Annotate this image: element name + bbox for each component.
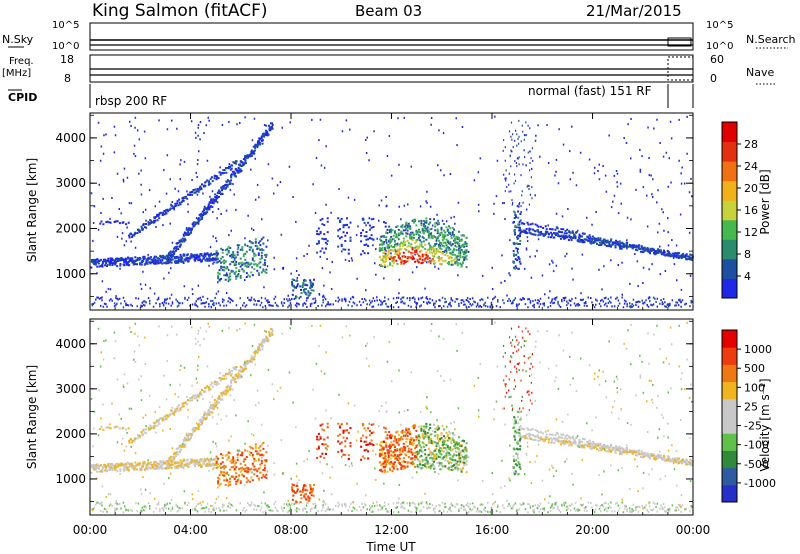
colorbar-tick-label: -100 [744, 439, 769, 452]
velocity-ylabel: Slant Range [km] [25, 365, 39, 469]
colorbar-segment [722, 239, 737, 260]
y-tick-label: 3000 [55, 382, 86, 396]
x-tick-label: 20:00 [575, 523, 610, 537]
colorbar-segment [722, 381, 737, 400]
colorbar-segment [722, 416, 737, 434]
colorbar-segment [722, 450, 737, 469]
velocity-colorbar: 1000 500 100 25 -25 -100 -500 -1000 [721, 329, 776, 503]
cpid-panel: CPID rbsp 200 RF normal (fast) 151 RF [8, 84, 694, 108]
power-ylabel: Slant Range [km] [25, 158, 39, 262]
power-y-ticks: 4000 3000 2000 1000 [55, 114, 693, 297]
colorbar-tick-label: -1000 [744, 477, 776, 490]
nsky-label: N.Sky [2, 33, 34, 46]
freq-tick-low: 8 [64, 72, 71, 85]
nsearch-tick-high: 10^5 [706, 20, 733, 31]
velocity-y-ticks: 4000 3000 2000 1000 [55, 320, 693, 502]
colorbar-segment [722, 122, 737, 143]
colorbar-segment [722, 258, 737, 279]
colorbar-tick-label: -25 [744, 420, 762, 433]
colorbar-segment [722, 433, 737, 451]
colorbar-tick-label: 16 [744, 204, 758, 217]
colorbar-tick-label: 500 [744, 362, 765, 375]
power-colorbar-label: Power [dB] [758, 169, 772, 234]
colorbar-segment [722, 180, 737, 201]
power-colorbar: 28 24 20 16 12 8 4 [721, 121, 758, 299]
nsky-panel: N.Sky 10^5 10^0 10^5 10^0 N.Search [2, 20, 796, 52]
x-axis-label: Time UT [365, 540, 416, 554]
cpid-right-text: normal (fast) 151 RF [528, 84, 652, 98]
colorbar-tick-label: -500 [744, 458, 769, 471]
power-cells-group [90, 115, 694, 309]
colorbar-segment [722, 161, 737, 182]
nsky-tick-high: 10^5 [52, 20, 79, 31]
power-cells-group [215, 210, 522, 299]
power-panel: 4000 3000 2000 1000 Slant Range [km] [25, 112, 694, 311]
freq-panel: Freq. [MHz] 18 8 60 0 Nave [2, 53, 776, 85]
cpid-label: CPID [8, 91, 37, 104]
freq-label-1: Freq. [9, 56, 34, 67]
y-tick-label: 3000 [55, 176, 86, 190]
x-tick-label: 12:00 [374, 523, 409, 537]
x-tick-label: 00:00 [73, 523, 108, 537]
y-tick-label: 2000 [55, 427, 86, 441]
colorbar-tick-label: 25 [744, 400, 758, 413]
colorbar-tick-label: 20 [744, 182, 758, 195]
velocity-cells-group [90, 321, 694, 514]
nsearch-tick-low: 10^0 [706, 41, 733, 52]
y-tick-label: 4000 [55, 131, 86, 145]
colorbar-segment [722, 484, 737, 503]
station-title: King Salmon (fitACF) [92, 1, 268, 21]
power-cells-group [380, 241, 457, 268]
x-tick-label: 16:00 [475, 523, 510, 537]
colorbar-tick-label: 24 [744, 160, 758, 173]
y-tick-label: 2000 [55, 221, 86, 235]
freq-tick-high: 18 [60, 53, 74, 66]
colorbar-tick-label: 12 [744, 226, 758, 239]
colorbar-segment [722, 141, 737, 162]
nsky-tick-low: 10^0 [52, 41, 79, 52]
power-cells-group [391, 246, 429, 265]
y-tick-label: 4000 [55, 337, 86, 351]
velocity-cells-group [416, 336, 532, 476]
colorbar-segment [722, 364, 737, 383]
x-tick-label: 04:00 [173, 523, 208, 537]
power-heatmap-cells [90, 115, 694, 309]
beam-title: Beam 03 [355, 2, 422, 20]
colorbar-segment [722, 398, 737, 417]
colorbar-tick-label: 4 [744, 270, 751, 283]
power-cells-group [390, 250, 434, 265]
colorbar-segment [722, 467, 737, 486]
colorbar-segment [722, 278, 737, 299]
velocity-colorbar-label: Velocity [m s⁻¹] [758, 378, 772, 471]
colorbar-tick-label: 1000 [744, 343, 772, 356]
cpid-left-text: rbsp 200 RF [95, 94, 167, 108]
colorbar-tick-label: 28 [744, 138, 758, 151]
date-title: 21/Mar/2015 [586, 2, 682, 20]
colorbar-segment [722, 219, 737, 240]
freq-label-2: [MHz] [2, 68, 31, 79]
velocity-heatmap-cells [90, 321, 694, 514]
colorbar-tick-label: 8 [744, 248, 751, 261]
colorbar-tick-label: 100 [744, 381, 765, 394]
colorbar-segment [722, 330, 737, 348]
y-tick-label: 1000 [55, 472, 86, 486]
velocity-panel: 4000 3000 2000 1000 Slant Range [km] [25, 318, 694, 516]
nave-label: Nave [746, 66, 774, 79]
power-cells-group [389, 248, 434, 265]
x-axis-ticks: 00:00 04:00 08:00 12:00 16:00 20:00 00:00 [73, 113, 711, 537]
nave-tick-low: 0 [710, 72, 717, 85]
colorbar-segment [722, 347, 737, 365]
x-tick-label: 00:00 [676, 523, 711, 537]
x-tick-label: 08:00 [274, 523, 309, 537]
y-tick-label: 1000 [55, 267, 86, 281]
nave-tick-high: 60 [710, 53, 724, 66]
nsearch-label: N.Search [746, 33, 796, 46]
colorbar-segment [722, 200, 737, 221]
